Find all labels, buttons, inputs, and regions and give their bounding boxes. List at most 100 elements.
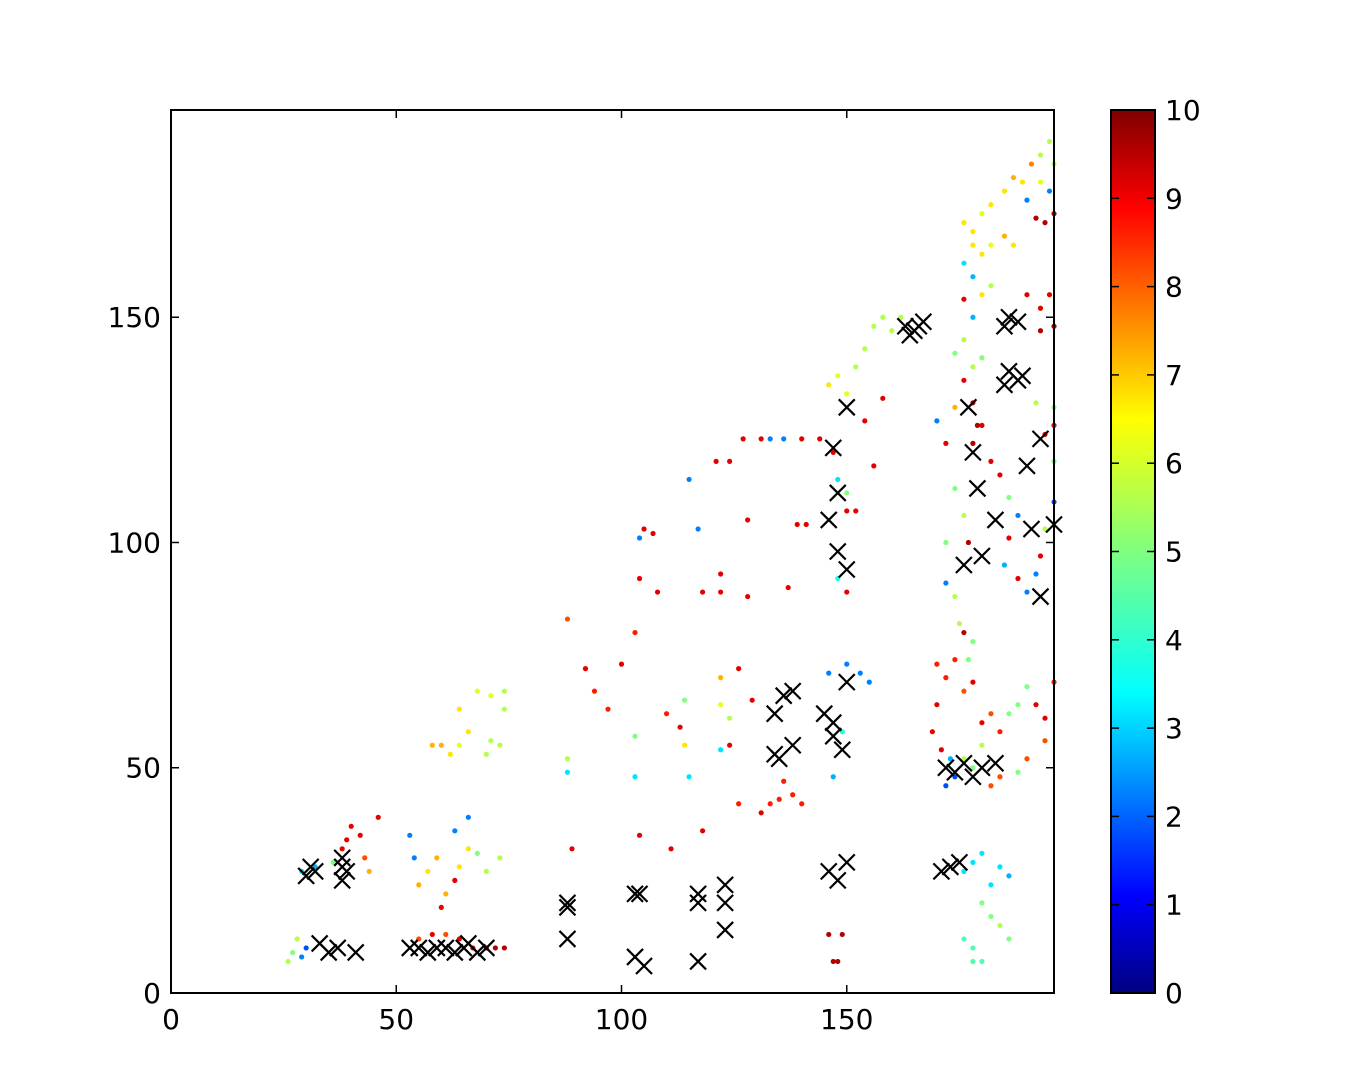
x-marker — [837, 398, 856, 417]
scatter-point — [880, 314, 886, 320]
scatter-point — [303, 945, 309, 951]
scatter-point — [974, 422, 981, 428]
scatter-point — [569, 846, 575, 852]
scatter-point — [1037, 152, 1044, 158]
scatter-point — [474, 850, 480, 856]
scatter-point — [844, 589, 850, 595]
x-marker — [828, 871, 847, 890]
scatter-point — [290, 949, 296, 956]
x-marker — [896, 317, 915, 336]
scatter-point — [1024, 197, 1030, 203]
scatter-point — [970, 314, 976, 320]
scatter-point — [862, 418, 868, 424]
scatter-point — [857, 670, 863, 676]
scatter-point — [1019, 179, 1026, 185]
scatter-point — [686, 774, 692, 780]
x-marker — [932, 862, 951, 881]
scatter-point — [632, 629, 638, 636]
scatter-point — [456, 706, 462, 712]
y-tick-label: 100 — [108, 526, 161, 559]
x-marker — [337, 862, 356, 881]
scatter-point — [961, 629, 967, 636]
x-marker — [428, 939, 446, 957]
x-marker — [824, 439, 843, 457]
x-marker — [689, 952, 707, 971]
x-marker — [1013, 367, 1032, 385]
x-marker — [297, 867, 315, 885]
colorbar-tick-label: 1 — [1165, 889, 1183, 922]
scatter-point — [961, 868, 967, 874]
x-marker — [964, 443, 982, 462]
scatter-point — [956, 620, 962, 627]
scatter-point — [997, 729, 1003, 735]
y-axis-ticks: 0 50 100 150 — [108, 301, 1054, 1010]
scatter-point — [1033, 571, 1039, 577]
scatter-point — [1006, 873, 1012, 879]
scatter-point — [979, 958, 985, 965]
scatter-point — [1024, 589, 1030, 595]
y-tick-label: 150 — [108, 301, 161, 334]
scatter-point — [979, 211, 985, 217]
scatter-point — [767, 801, 773, 807]
x-marker — [689, 885, 707, 903]
x-marker — [783, 682, 802, 700]
scatter-point — [929, 729, 935, 735]
x-marker — [558, 898, 577, 917]
scatter-point — [988, 783, 994, 789]
scatter-point — [970, 679, 976, 685]
scatter-point — [767, 436, 773, 442]
scatter-point — [438, 742, 444, 748]
scatter-point — [294, 936, 300, 942]
scatter-point — [1001, 562, 1008, 568]
colorbar-tick-label: 2 — [1165, 800, 1183, 833]
scatter-point — [1037, 553, 1044, 559]
scatter-point — [844, 490, 850, 496]
scatter-point — [970, 242, 976, 248]
x-marker — [824, 713, 843, 732]
x-marker — [824, 727, 843, 745]
scatter-point — [934, 661, 940, 667]
colorbar-tick-label: 9 — [1165, 182, 1183, 215]
scatter-point — [740, 436, 746, 442]
scatter-point — [979, 422, 985, 428]
scatter-point — [862, 346, 868, 352]
scatter-point — [636, 575, 643, 582]
scatter-point — [853, 508, 859, 514]
scatter-point — [348, 823, 354, 829]
scatter-point — [654, 589, 661, 595]
scatter-point — [988, 882, 994, 888]
scatter-point — [677, 724, 683, 730]
scatter-point — [456, 936, 462, 942]
colorbar-tick-label: 4 — [1165, 624, 1183, 657]
x-marker — [955, 754, 973, 773]
x-tick-label: 0 — [162, 1003, 180, 1036]
x-marker — [774, 686, 793, 705]
scatter-point — [961, 337, 967, 343]
scatter-point — [1046, 292, 1053, 298]
scatter-point — [988, 711, 994, 717]
colorbar-tick-label: 3 — [1165, 712, 1183, 745]
scatter-point — [830, 449, 836, 455]
scatter-point — [686, 476, 692, 483]
scatter-point — [961, 936, 967, 942]
scatter-point — [979, 720, 985, 726]
scatter-point — [1033, 400, 1039, 406]
x-marker — [995, 376, 1014, 394]
scatter-point — [1001, 188, 1008, 194]
x-marker — [328, 939, 347, 957]
scatter-point — [650, 530, 656, 537]
x-marker — [770, 749, 788, 768]
scatter-point — [952, 593, 958, 600]
scatter-point — [844, 508, 850, 514]
scatter-point — [979, 742, 985, 748]
scatter-point — [641, 526, 647, 532]
x-marker — [955, 556, 973, 574]
scatter-point — [970, 229, 976, 235]
scatter-point — [745, 593, 751, 600]
scatter-point — [497, 742, 503, 748]
scatter-point — [1046, 138, 1053, 145]
x-marker — [446, 943, 464, 962]
scatter-point — [758, 436, 764, 442]
x-marker — [765, 704, 784, 723]
scatter-point — [794, 521, 800, 528]
